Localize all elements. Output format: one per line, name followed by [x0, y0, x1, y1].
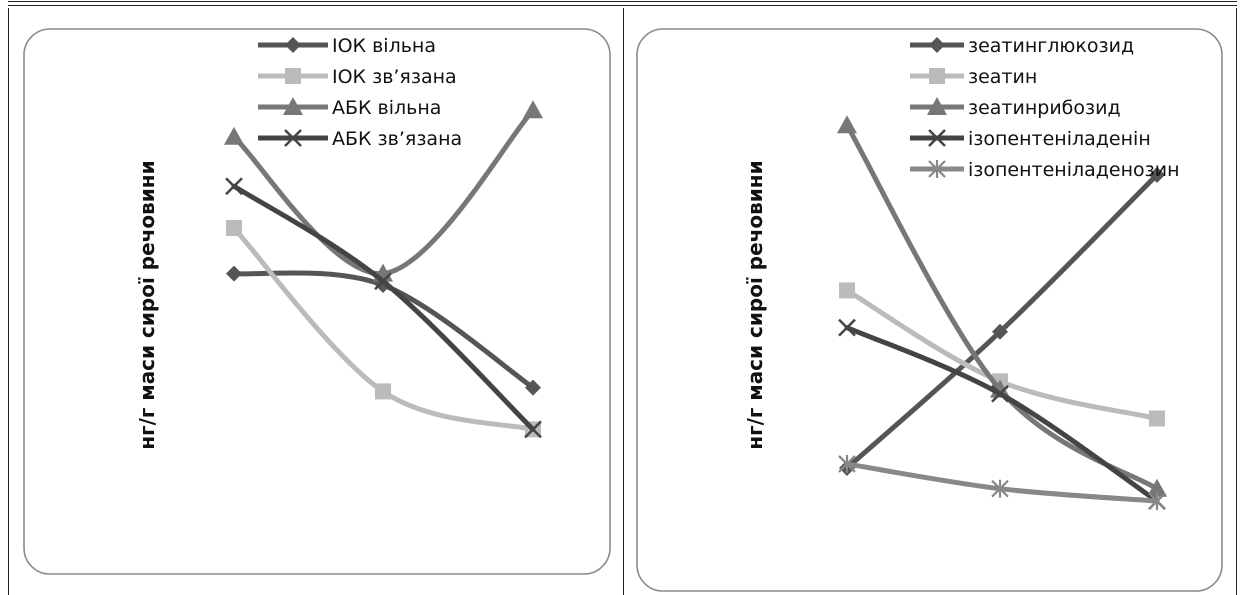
- legend-label: АБК зв’язана: [332, 128, 462, 150]
- legend-marker: [285, 37, 301, 53]
- data-point: [991, 384, 1009, 403]
- top-rule-line: [8, 4, 1237, 6]
- legend-label: ІОК вільна: [332, 35, 436, 57]
- data-point: [991, 479, 1009, 498]
- data-point: [226, 265, 242, 282]
- data-point: [839, 282, 855, 299]
- data-point: [374, 272, 392, 291]
- chart-frame: [636, 28, 1223, 592]
- y-axis-label: нг/г маси сирої речовини: [135, 160, 159, 449]
- legend-entry: зеатинглюкозид: [910, 35, 1134, 57]
- legend-entry: ізопентеніладенін: [910, 128, 1151, 150]
- legend-label: зеатинрибозид: [968, 97, 1121, 119]
- right-chart-cell: [624, 8, 1237, 595]
- chart-frame: [23, 28, 611, 575]
- legend-label: ізопентеніладенозин: [968, 159, 1180, 181]
- data-point: [225, 177, 243, 196]
- legend-marker: [285, 68, 301, 84]
- data-point: [375, 383, 391, 400]
- legend-marker: [927, 97, 947, 115]
- legend-marker: [928, 129, 946, 147]
- legend-entry: АБК зв’язана: [258, 128, 462, 150]
- data-point: [992, 323, 1008, 340]
- data-point: [1147, 478, 1167, 497]
- legend-entry: зеатинрибозид: [910, 97, 1121, 119]
- legend-entry: АБК вільна: [258, 97, 441, 119]
- data-point: [1149, 166, 1165, 183]
- data-point: [525, 379, 541, 396]
- legend-label: зеатинглюкозид: [968, 35, 1134, 57]
- y-axis-label: нг/г маси сирої речовини: [743, 160, 767, 449]
- data-point: [224, 126, 244, 145]
- top-rule: [0, 0, 1245, 8]
- series-1: [839, 282, 1165, 427]
- series-line: [844, 287, 1160, 421]
- left-chart-cell: [8, 8, 624, 595]
- data-point: [838, 454, 856, 473]
- legend-marker: [284, 129, 302, 147]
- series-3: [225, 177, 542, 439]
- data-point: [1148, 492, 1166, 511]
- data-point: [226, 220, 242, 236]
- legend-entry: ізопентеніладенозин: [910, 159, 1180, 181]
- legend-label: ізопентеніладенін: [968, 128, 1151, 150]
- legend-entry: ІОК зв’язана: [258, 66, 457, 88]
- series-4: [838, 454, 1166, 511]
- legend-marker: [929, 68, 945, 84]
- data-point: [838, 318, 856, 337]
- legend-marker: [929, 37, 945, 53]
- top-rule-line: [8, 1, 1237, 3]
- legend-entry: зеатин: [910, 66, 1037, 88]
- legend-label: АБК вільна: [332, 97, 441, 119]
- data-point: [1149, 410, 1165, 427]
- legend-label: ІОК зв’язана: [332, 66, 457, 88]
- series-0: [839, 166, 1165, 477]
- data-point: [837, 115, 857, 134]
- data-point: [523, 100, 543, 119]
- legend-label: зеатин: [968, 66, 1037, 88]
- data-point: [524, 420, 542, 439]
- legend-marker: [928, 160, 946, 178]
- series-line: [844, 325, 1160, 504]
- legend-marker: [283, 97, 303, 115]
- series-3: [838, 318, 1166, 510]
- legend-entry: ІОК вільна: [258, 35, 436, 57]
